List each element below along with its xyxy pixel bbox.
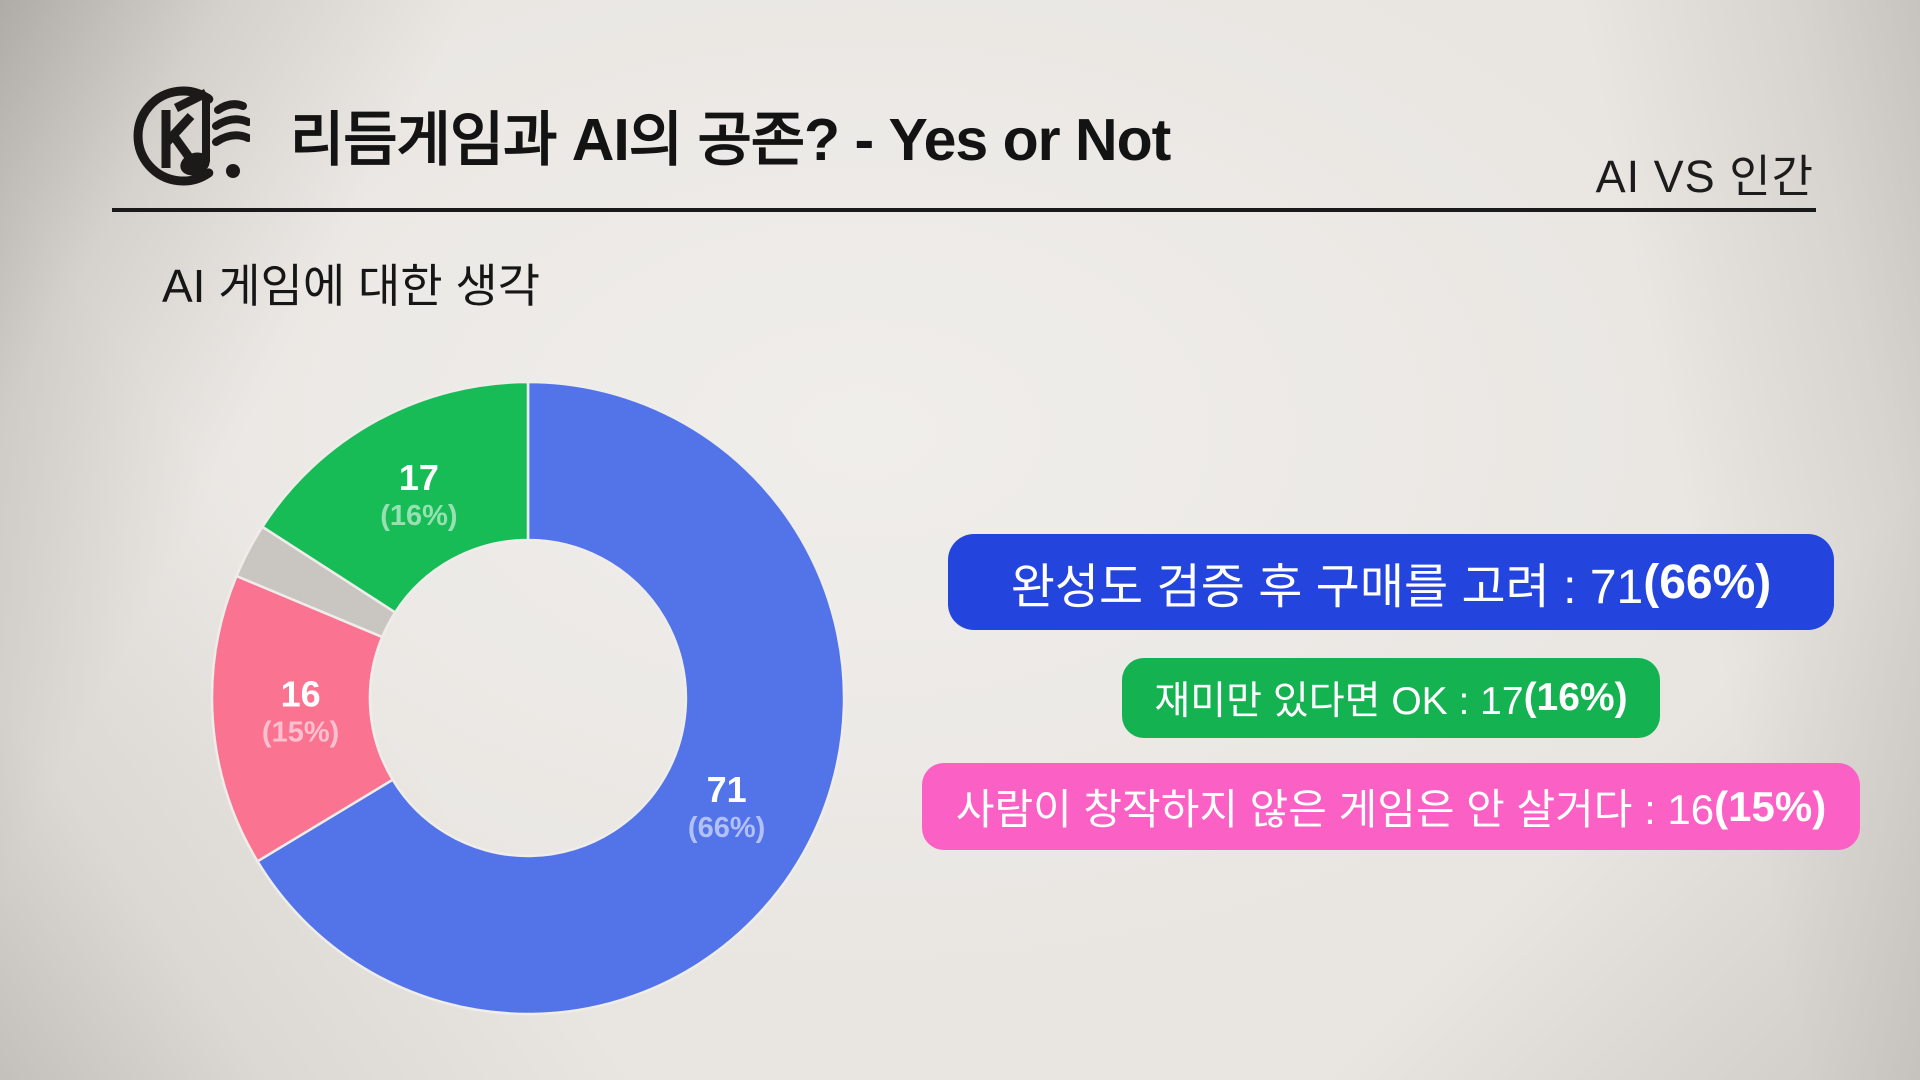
header-divider	[112, 208, 1816, 212]
badge-text: 완성도 검증 후 구매를 고려 : 71	[1010, 561, 1644, 614]
legend-badge-blue: 완성도 검증 후 구매를 고려 : 71 (66%)	[948, 534, 1834, 630]
slice-value-label: 71	[707, 769, 747, 810]
badge-pct: (15%)	[1714, 782, 1827, 830]
slice-value-label: 16	[281, 674, 321, 715]
donut-slice	[210, 574, 395, 864]
slice-pct-label: (66%)	[688, 812, 765, 844]
chart-title: AI 게임에 대한 생각	[162, 260, 541, 312]
legend-badge-pink: 사람이 창작하지 않은 게임은 안 살거다 : 16 (15%)	[921, 763, 1861, 850]
legend-badges: 완성도 검증 후 구매를 고려 : 71 (66%) 재미만 있다면 OK : 1…	[921, 534, 1861, 850]
donut-chart: 71(66%) 16(15%) 17(16%)	[210, 380, 846, 1016]
slice-pct-label: (15%)	[262, 717, 339, 749]
badge-text: 재미만 있다면 OK : 17	[1154, 680, 1524, 723]
badge-text: 사람이 창작하지 않은 게임은 안 살거다 : 16	[955, 786, 1715, 833]
badge-pct: (66%)	[1643, 555, 1772, 609]
donut-slice	[255, 380, 846, 1016]
slice-pct-label: (16%)	[380, 500, 457, 532]
music-note-logo-icon	[126, 74, 252, 194]
legend-badge-green: 재미만 있다면 OK : 17 (16%)	[1122, 658, 1660, 738]
slide-title: 리듬게임과 AI의 공존? - Yes or Not	[290, 107, 1171, 173]
slice-value-label: 17	[399, 457, 439, 498]
donut-slice	[260, 380, 530, 615]
badge-pct: (16%)	[1523, 676, 1628, 719]
header-tagline: AI VS 인간	[1595, 151, 1814, 202]
